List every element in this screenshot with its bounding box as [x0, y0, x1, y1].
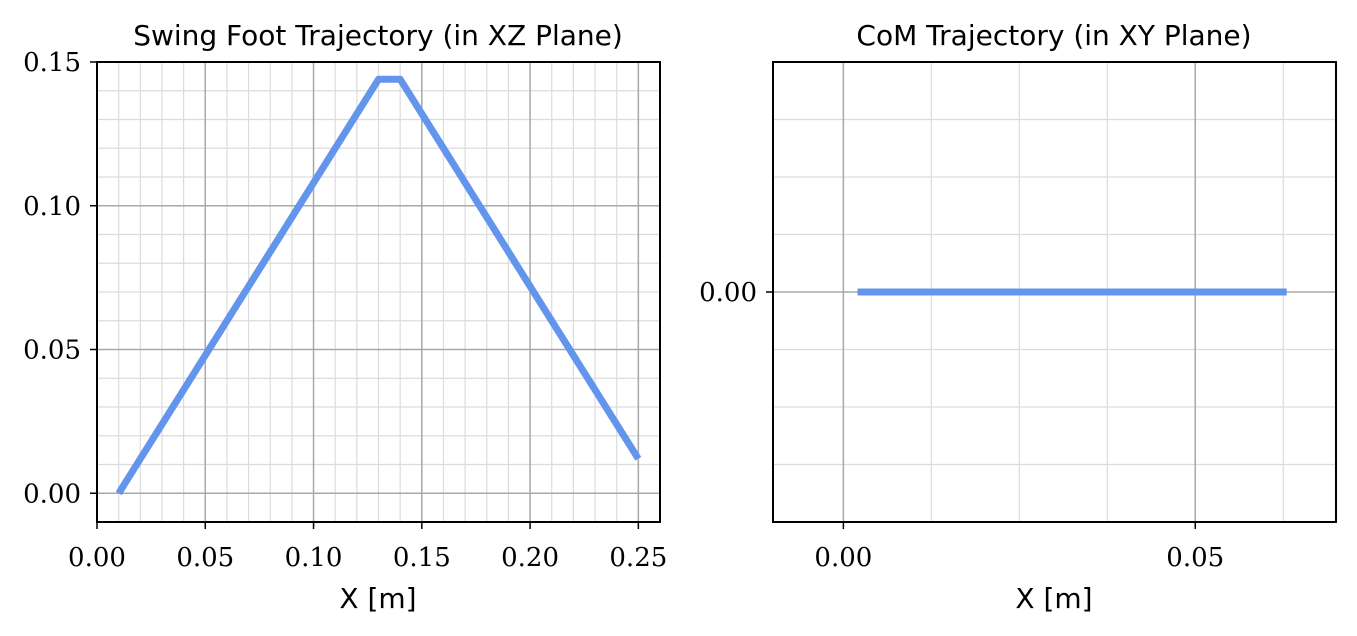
- com-xtick-label: 0.05: [1166, 543, 1224, 573]
- swing-foot-series-line: [115, 75, 642, 496]
- swing-foot-ticks: 0.00 0.05 0.10 0.15 0.20 0.25 0.00 0.05 0.10 0.15: [23, 48, 667, 573]
- com-panel: CoM Trajectory (in XY Plane) 0.00 0.050.0…: [699, 19, 1337, 615]
- swing-foot-trajectory-line: [115, 75, 642, 496]
- swing-foot-grid: [96, 61, 661, 523]
- swing-foot-ytick-label: 0.10: [23, 192, 81, 222]
- com-xlabel: X [m]: [1015, 582, 1092, 615]
- swing-foot-axes-frame: [96, 61, 661, 523]
- swing-foot-xtick-label: 0.05: [176, 543, 234, 573]
- swing-foot-ytick-label: 0.00: [23, 479, 81, 509]
- swing-foot-xtick-label: 0.00: [68, 543, 126, 573]
- com-ytick-label: 0.00: [699, 278, 757, 308]
- swing-foot-ytick-label: 0.15: [23, 48, 81, 78]
- swing-foot-xtick-label: 0.15: [393, 543, 451, 573]
- swing-foot-xtick-label: 0.20: [501, 543, 559, 573]
- swing-foot-ytick-label: 0.05: [23, 336, 81, 366]
- swing-foot-xtick-label: 0.25: [609, 543, 667, 573]
- com-xtick-label: 0.00: [814, 543, 872, 573]
- com-title: CoM Trajectory (in XY Plane): [856, 19, 1251, 52]
- com-ticks: 0.00 0.05 0.00: [699, 278, 1224, 573]
- swing-foot-panel: Swing Foot Trajectory (in XZ Plane) 0.00…: [23, 19, 667, 615]
- swing-foot-xtick-label: 0.10: [285, 543, 343, 573]
- swing-foot-xlabel: X [m]: [339, 582, 416, 615]
- swing-foot-title: Swing Foot Trajectory (in XZ Plane): [133, 19, 623, 52]
